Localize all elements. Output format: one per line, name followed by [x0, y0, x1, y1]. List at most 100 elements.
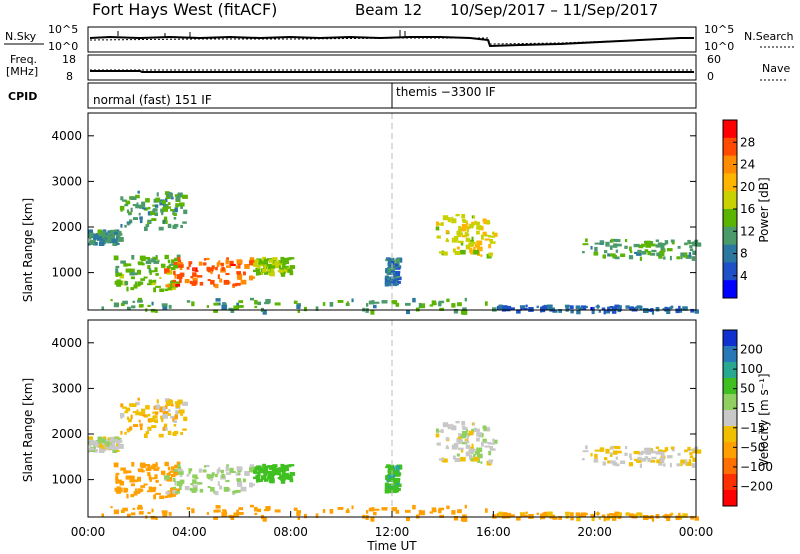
echo-cell [206, 305, 209, 308]
echo-cell [143, 276, 148, 279]
echo-cell [249, 260, 255, 263]
echo-cell [152, 411, 157, 414]
echo-cell [188, 468, 193, 472]
echo-cell [452, 248, 456, 253]
echo-cell [132, 411, 137, 414]
echo-cell [119, 274, 125, 279]
echo-cell [266, 269, 271, 272]
echo-cell [391, 261, 395, 265]
echo-cell [280, 256, 285, 260]
echo-cell [487, 221, 491, 225]
echo-cell [89, 240, 94, 244]
echo-cell [120, 224, 123, 228]
echo-cell [692, 457, 696, 462]
echo-cell [662, 308, 666, 311]
echo-cell [676, 256, 681, 260]
echo-cell [165, 284, 171, 288]
echo-cell [528, 307, 534, 312]
echo-cell [116, 438, 120, 441]
echo-cell [126, 416, 129, 421]
echo-cell [592, 306, 595, 310]
echo-cell [452, 455, 456, 460]
echo-cell [133, 284, 138, 289]
echo-cell [257, 471, 261, 477]
echo-cell [281, 261, 284, 264]
echo-cell [210, 487, 215, 492]
echo-cell [304, 306, 307, 312]
echo-cell [651, 456, 657, 459]
echo-cell [124, 488, 129, 493]
echo-cell [609, 452, 614, 455]
echo-cell [215, 505, 221, 509]
echo-cell [186, 507, 191, 510]
echo-cell [480, 461, 483, 464]
echo-cell [439, 307, 445, 311]
echo-cell [493, 232, 498, 237]
echo-cell [277, 467, 283, 471]
echo-cell [270, 478, 274, 481]
echo-cell [89, 449, 96, 452]
echo-cell [471, 236, 474, 242]
echo-cell [473, 215, 476, 219]
echo-cell [170, 487, 176, 491]
echo-cell [641, 458, 647, 462]
echo-cell [122, 507, 128, 512]
echo-cell [385, 475, 388, 480]
echo-cell [637, 456, 642, 461]
echo-cell [275, 470, 279, 473]
echo-cell [130, 475, 135, 480]
echo-cell [438, 301, 442, 307]
echo-cell [230, 263, 236, 266]
echo-cell [135, 411, 141, 416]
echo-cell [175, 491, 181, 494]
echo-cell [613, 450, 618, 455]
noise-search-trace [89, 37, 695, 45]
echo-cell [138, 511, 143, 515]
echo-cell [691, 256, 696, 261]
echo-cell [667, 248, 673, 252]
echo-cell [446, 505, 450, 510]
echo-cell [457, 302, 462, 307]
echo-cell [221, 474, 225, 478]
echo-cell [669, 255, 672, 261]
echo-cell [695, 242, 702, 247]
echo-cell [481, 441, 484, 447]
echo-cell [609, 245, 614, 248]
echo-cell [161, 419, 164, 423]
echo-cell [629, 513, 633, 518]
echo-cell [173, 212, 177, 216]
echo-cell [655, 307, 660, 312]
echo-cell [169, 470, 174, 473]
echo-cell [639, 463, 642, 468]
echo-cell [125, 475, 132, 480]
echo-cell [225, 259, 229, 265]
echo-cell [613, 243, 618, 248]
echo-cell [285, 477, 289, 480]
echo-cell [507, 512, 512, 516]
echo-cell [98, 445, 104, 448]
echo-cell [650, 252, 656, 256]
echo-cell [602, 254, 606, 259]
echo-cell [617, 513, 621, 519]
echo-cell [116, 236, 119, 240]
echo-cell [180, 224, 183, 228]
echo-cell [609, 253, 616, 257]
echo-cell [129, 271, 135, 276]
echo-cell [109, 235, 116, 240]
echo-cell [509, 307, 515, 310]
echo-cell [133, 217, 138, 220]
echo-cell [473, 246, 476, 251]
echo-cell [159, 407, 165, 411]
echo-cell [489, 241, 496, 244]
x-tick-label: 16:00 [476, 525, 511, 539]
echo-cell [150, 515, 156, 520]
echo-cell [249, 504, 254, 508]
echo-cell [602, 461, 606, 466]
nsearch-label: N.Search [744, 30, 794, 43]
echo-cell [175, 203, 179, 208]
echo-cell [473, 249, 479, 255]
echo-cell [262, 268, 267, 273]
echo-cell [387, 475, 391, 480]
echo-cell [492, 438, 495, 442]
